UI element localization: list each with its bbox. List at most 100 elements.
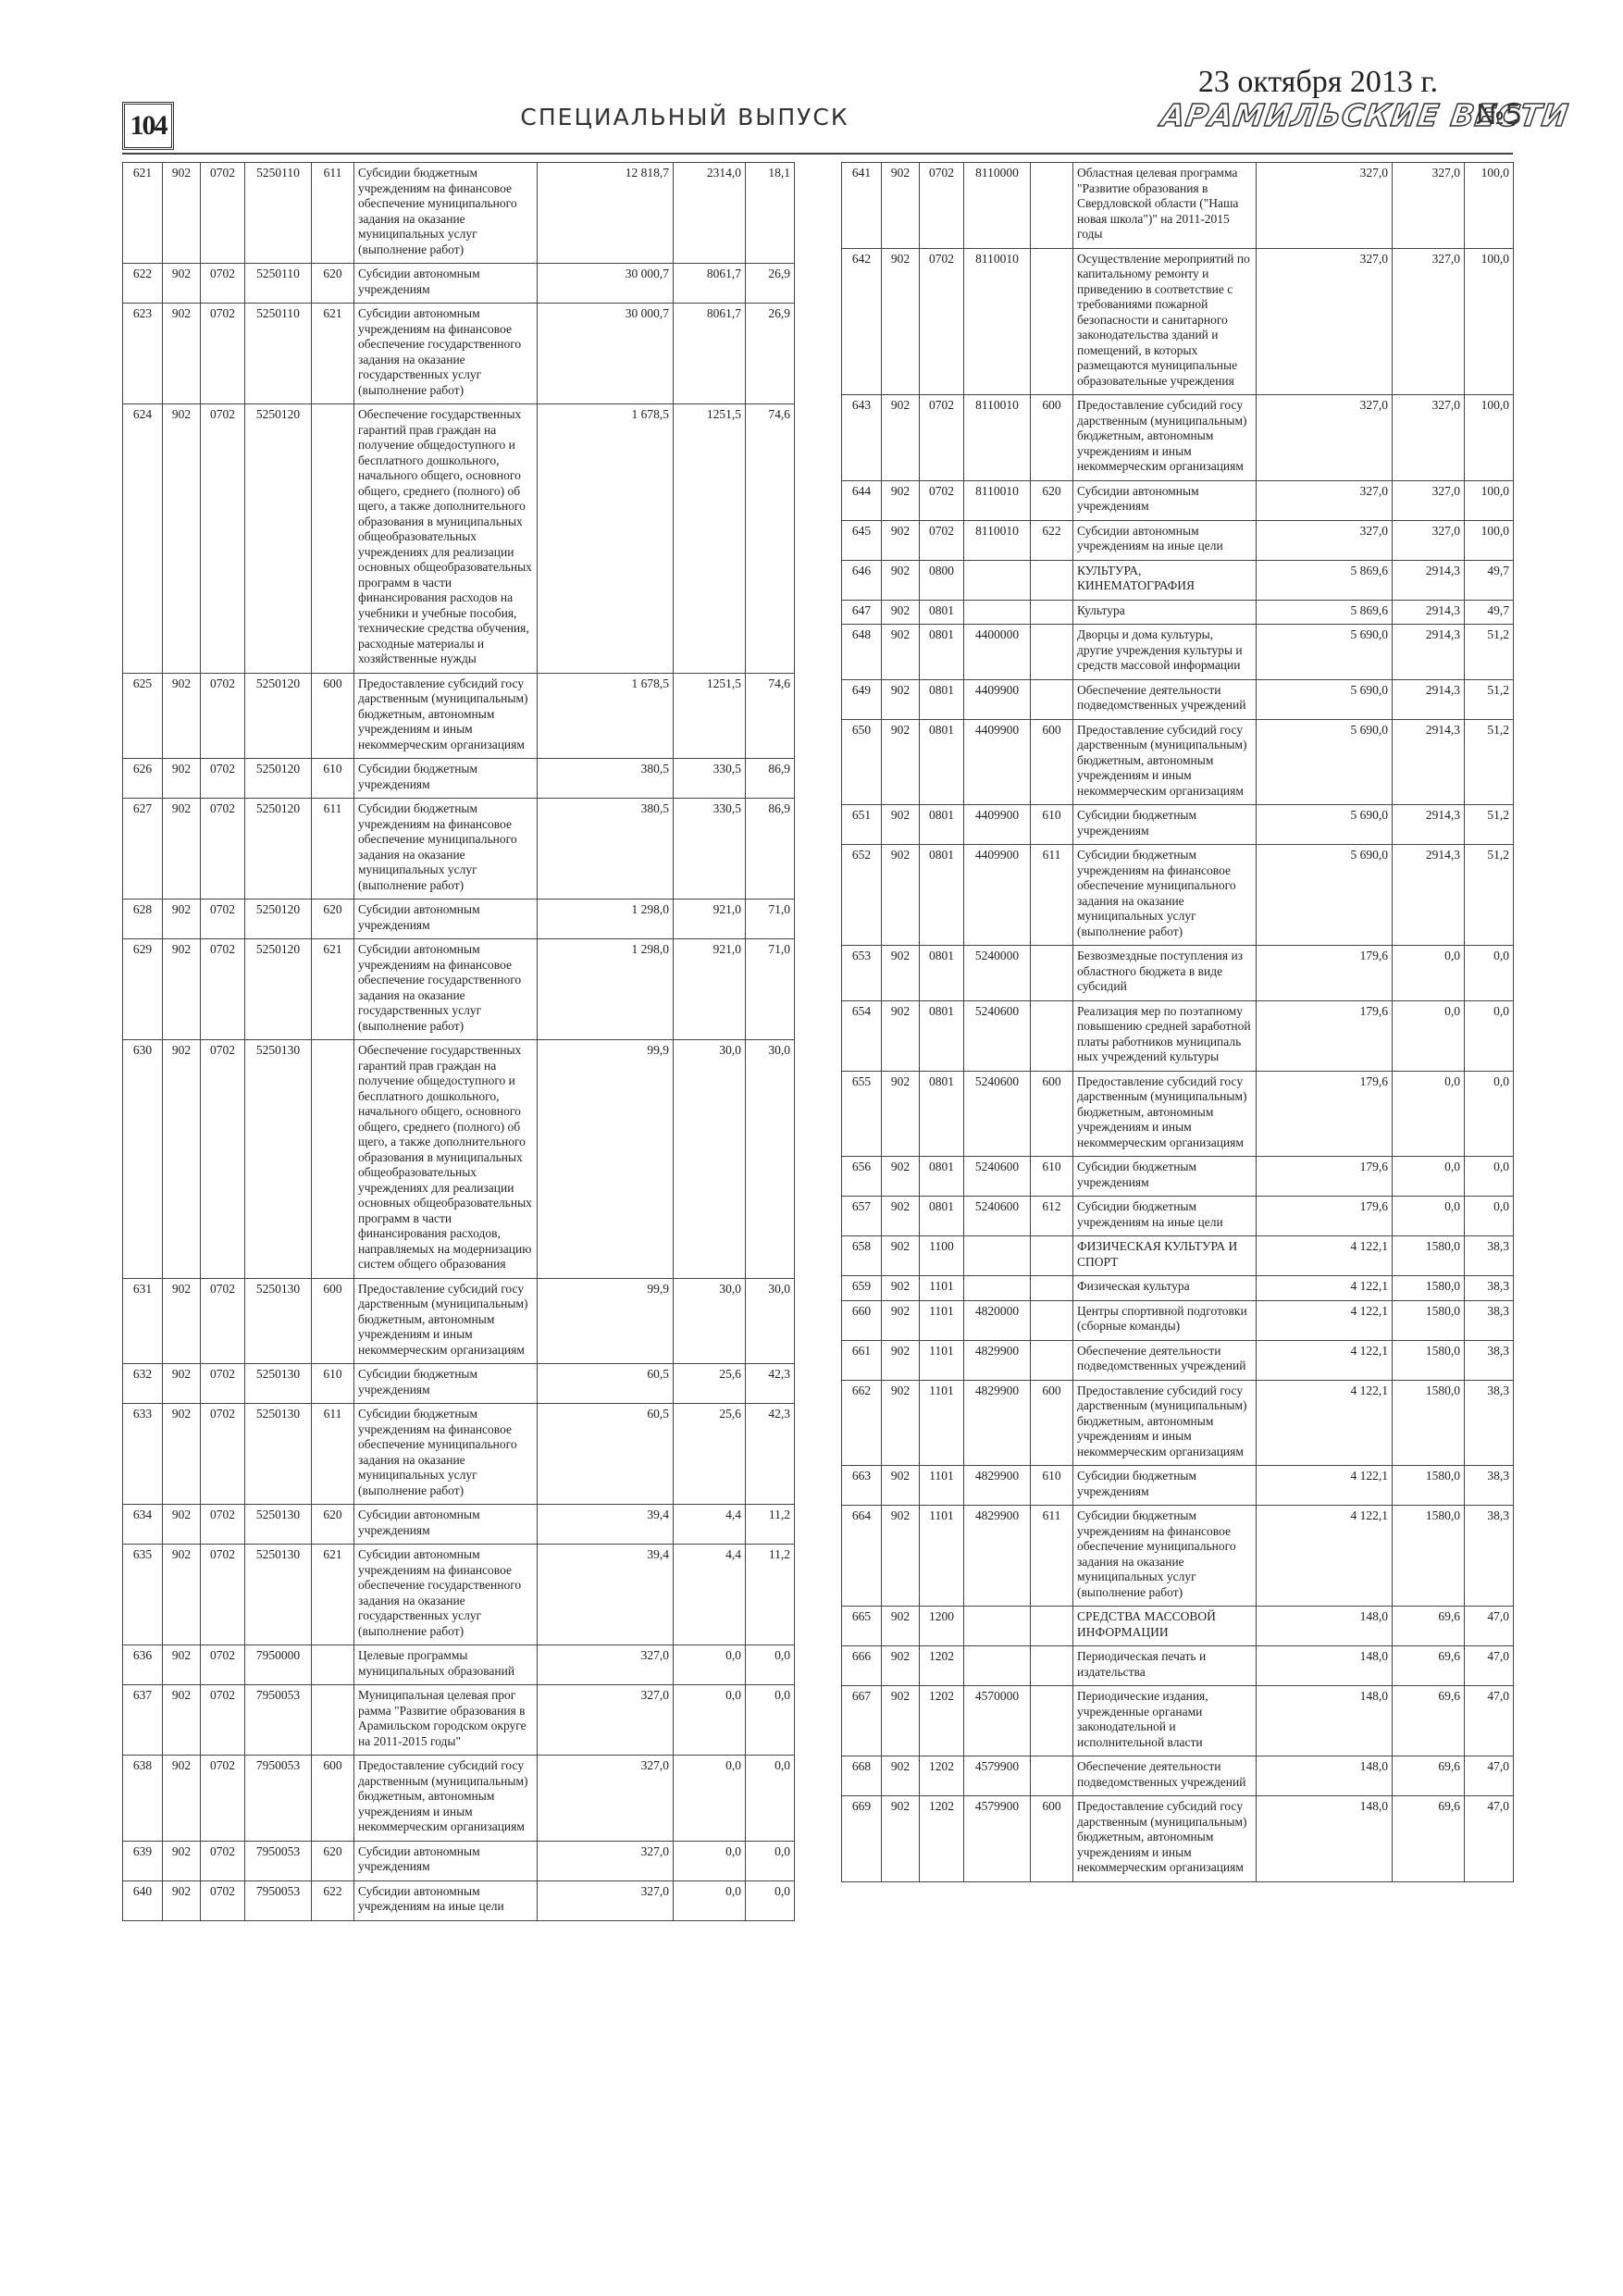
percent: 100,0 (1464, 479, 1514, 521)
item-name: Предоставление субсидий госу дарственным… (1072, 394, 1257, 481)
section-code: 0702 (919, 394, 964, 481)
plan-amount: 380,5 (537, 798, 674, 900)
target-code: 5250130 (244, 1277, 312, 1364)
item-name: Субсидии автономным учреждениям на финан… (353, 938, 538, 1040)
section-code: 0801 (919, 599, 964, 625)
percent: 100,0 (1464, 394, 1514, 481)
target-code: 5250110 (244, 303, 312, 404)
target-code: 7950053 (244, 1880, 312, 1921)
section-code: 1202 (919, 1685, 964, 1756)
table-row: 638 902 0702 7950053 600 Предоставление субси… (122, 1755, 795, 1842)
section-code: 1101 (919, 1339, 964, 1381)
section-code: 0702 (919, 519, 964, 561)
section-code: 1101 (919, 1379, 964, 1466)
section-code: 0801 (919, 844, 964, 946)
plan-amount: 5 690,0 (1256, 718, 1393, 805)
target-code: 4400000 (963, 624, 1031, 680)
plan-amount: 30 000,7 (537, 303, 674, 404)
section-code: 1101 (919, 1299, 964, 1341)
percent: 51,2 (1464, 804, 1514, 845)
row-number: 637 (122, 1684, 163, 1756)
actual-amount: 69,6 (1392, 1645, 1465, 1686)
actual-amount: 0,0 (673, 1755, 746, 1842)
plan-amount: 327,0 (1256, 162, 1393, 249)
plan-amount: 39,4 (537, 1504, 674, 1545)
target-code: 5250130 (244, 1039, 312, 1279)
expense-type (311, 1684, 354, 1756)
dept-code: 902 (162, 403, 201, 674)
actual-amount: 327,0 (1392, 479, 1465, 521)
row-number: 661 (841, 1339, 882, 1381)
actual-amount: 1251,5 (673, 672, 746, 759)
plan-amount: 179,6 (1256, 1156, 1393, 1197)
actual-amount: 330,5 (673, 758, 746, 799)
percent: 0,0 (745, 1684, 795, 1756)
section-code: 0702 (919, 247, 964, 395)
dept-code: 902 (162, 1039, 201, 1279)
item-name: Субсидии автономным учреждениям на финан… (353, 1544, 538, 1645)
table-row: 652 902 0801 4409900 611 Субсидии бюджетным у… (841, 844, 1514, 946)
table-row: 667 902 1202 4570000 Периодические издания, … (841, 1685, 1514, 1756)
target-code: 4409900 (963, 678, 1031, 720)
item-name: Предоставление субсидий госу дарственным… (353, 1755, 538, 1842)
table-row: 647 902 0801 Культура 5 869,6 2914,3 49,7 (841, 599, 1514, 625)
row-number: 640 (122, 1880, 163, 1921)
dept-code: 902 (881, 247, 920, 395)
dept-code: 902 (881, 1156, 920, 1197)
percent: 47,0 (1464, 1606, 1514, 1646)
item-name: Субсидии бюджетным учреждениям на финанс… (353, 798, 538, 900)
dept-code: 902 (881, 1465, 920, 1506)
item-name: Культура (1072, 599, 1257, 625)
item-name: Предоставление субсидий госу дарственным… (353, 1277, 538, 1364)
actual-amount: 0,0 (1392, 945, 1465, 1001)
item-name: Субсидии автономным учреждениям (353, 263, 538, 304)
section-code: 0702 (200, 1684, 245, 1756)
percent: 51,2 (1464, 844, 1514, 946)
table-row: 633 902 0702 5250130 611 Субсидии бюджетным у… (122, 1403, 795, 1505)
dept-code: 902 (162, 1544, 201, 1645)
item-name: Субсидии автономным учреждениям (353, 1840, 538, 1881)
dept-code: 902 (881, 1685, 920, 1756)
plan-amount: 12 818,7 (537, 162, 674, 264)
actual-amount: 921,0 (673, 899, 746, 939)
percent: 0,0 (745, 1644, 795, 1685)
expense-type (1030, 678, 1073, 720)
actual-amount: 25,6 (673, 1403, 746, 1505)
item-name: Субсидии бюджетным учреждениям (353, 758, 538, 799)
percent: 11,2 (745, 1544, 795, 1645)
dept-code: 902 (881, 945, 920, 1001)
table-row: 661 902 1101 4829900 Обеспечение деятельност… (841, 1339, 1514, 1381)
dept-code: 902 (881, 999, 920, 1072)
section-code: 0702 (200, 263, 245, 304)
plan-amount: 1 678,5 (537, 403, 674, 674)
expense-type: 610 (1030, 1156, 1073, 1197)
row-number: 654 (841, 999, 882, 1072)
expense-type: 600 (1030, 394, 1073, 481)
plan-amount: 99,9 (537, 1277, 674, 1364)
row-number: 623 (122, 303, 163, 404)
dept-code: 902 (162, 1403, 201, 1505)
percent: 42,3 (745, 1403, 795, 1505)
item-name: СРЕДСТВА МАССОВОЙ ИНФОРМАЦИИ (1072, 1606, 1257, 1646)
row-number: 634 (122, 1504, 163, 1545)
expense-type: 600 (1030, 1379, 1073, 1466)
actual-amount: 921,0 (673, 938, 746, 1040)
row-number: 657 (841, 1196, 882, 1236)
target-code: 4409900 (963, 804, 1031, 845)
target-code: 5250130 (244, 1363, 312, 1404)
percent: 51,2 (1464, 624, 1514, 680)
item-name: Дворцы и дома культуры, другие учреждени… (1072, 624, 1257, 680)
section-code: 0801 (919, 945, 964, 1001)
table-row: 659 902 1101 Физическая культура 4 122,1 1580… (841, 1275, 1514, 1301)
dept-code: 902 (162, 1644, 201, 1685)
expense-type (1030, 1645, 1073, 1686)
item-name: Субсидии автономным учреждениям на иные … (1072, 519, 1257, 561)
target-code: 5250120 (244, 899, 312, 939)
expense-type (1030, 247, 1073, 395)
actual-amount: 1580,0 (1392, 1339, 1465, 1381)
actual-amount: 1251,5 (673, 403, 746, 674)
expense-type: 611 (1030, 844, 1073, 946)
target-code (963, 1645, 1031, 1686)
item-name: Субсидии бюджетным учреждениям на финанс… (353, 1403, 538, 1505)
expense-type: 622 (311, 1880, 354, 1921)
